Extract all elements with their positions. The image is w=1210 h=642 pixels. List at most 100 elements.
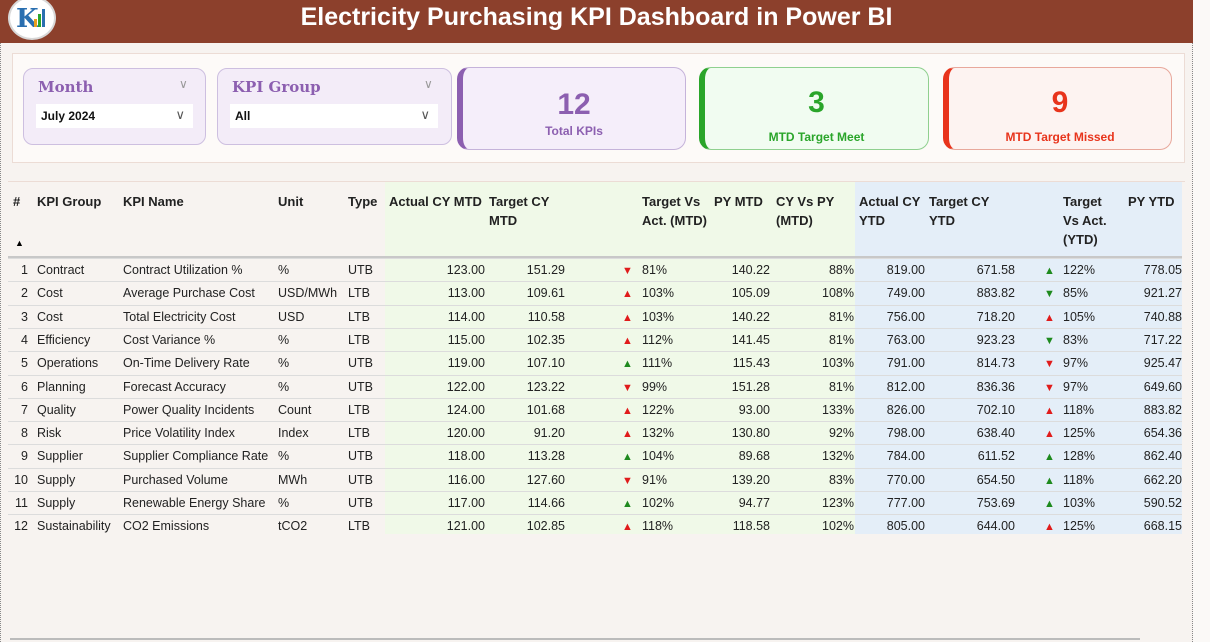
type-cell: LTB bbox=[348, 286, 370, 301]
actual-cy-mtd-cell: 120.00 bbox=[446, 426, 485, 441]
table-row[interactable]: 2 Cost Average Purchase Cost USD/MWh LTB 113.… bbox=[8, 281, 1182, 304]
py-ytd-cell: 649.60 bbox=[1143, 379, 1182, 394]
kpi-group-cell: Sustainability bbox=[37, 519, 111, 534]
month-dropdown[interactable]: July 2024 ∨ bbox=[36, 104, 193, 128]
month-slicer[interactable]: Month ∨ July 2024 ∨ bbox=[23, 68, 206, 145]
target-vs-act-mtd-cell: 91% bbox=[642, 472, 668, 487]
table-row[interactable]: 12 Sustainability CO2 Emissions tCO2 LTB 121.… bbox=[8, 514, 1182, 537]
column-header-target-vs-act-ytd[interactable]: Target Vs Act. (YTD) bbox=[1063, 194, 1107, 247]
actual-cy-mtd-cell: 114.00 bbox=[447, 309, 485, 324]
py-ytd-cell: 778.05 bbox=[1143, 263, 1182, 277]
type-cell: UTB bbox=[348, 472, 373, 487]
column-header-type[interactable]: Type bbox=[348, 194, 378, 209]
arrow-down-icon: ▼ bbox=[1044, 358, 1055, 371]
column-header-actual-cy-mtd[interactable]: Actual CY MTD bbox=[389, 194, 482, 209]
py-mtd-cell: 93.00 bbox=[738, 402, 770, 417]
target-vs-act-ytd-cell: 125% bbox=[1063, 519, 1095, 534]
target-cy-ytd-cell: 814.73 bbox=[976, 356, 1015, 371]
column-header-actual-cy-ytd[interactable]: Actual CY YTD bbox=[859, 194, 921, 228]
chevron-down-icon[interactable]: ∨ bbox=[424, 77, 433, 91]
mtd-section-background bbox=[385, 182, 855, 534]
target-cy-ytd-cell: 671.58 bbox=[976, 263, 1015, 277]
arrow-up-icon: ▲ bbox=[1044, 311, 1055, 324]
column-header-kpi-group[interactable]: KPI Group bbox=[37, 194, 102, 209]
column-header-py-ytd[interactable]: PY YTD bbox=[1128, 194, 1175, 209]
arrow-down-icon: ▼ bbox=[1044, 334, 1055, 347]
arrow-up-icon: ▲ bbox=[1044, 474, 1055, 487]
target-cy-mtd-cell: 102.35 bbox=[526, 332, 565, 347]
kpi-name-cell: Average Purchase Cost bbox=[123, 286, 255, 301]
kpi-name-cell: Supplier Compliance Rate bbox=[123, 449, 269, 464]
table-row[interactable]: 1 Contract Contract Utilization %% UTB 123.0… bbox=[8, 258, 1182, 281]
actual-cy-mtd-cell: 123.00 bbox=[446, 263, 485, 277]
py-ytd-cell: 883.82 bbox=[1143, 402, 1182, 417]
kpi-group-dropdown[interactable]: All ∨ bbox=[230, 104, 438, 128]
type-cell: UTB bbox=[348, 496, 373, 510]
table-row[interactable]: 9 Supplier Supplier Compliance Rate% UTB 118… bbox=[8, 444, 1182, 467]
column-header-target-cy-mtd[interactable]: Target CY MTD bbox=[489, 194, 550, 228]
unit-cell: MWh bbox=[278, 472, 308, 487]
type-cell: UTB bbox=[348, 263, 373, 277]
table-row[interactable]: 6 Planning Forecast Accuracy% UTB 122.00 123.… bbox=[8, 374, 1182, 398]
card-value: 12 bbox=[557, 88, 591, 121]
column-header-unit[interactable]: Unit bbox=[278, 194, 304, 209]
header-divider bbox=[8, 256, 1182, 258]
target-vs-act-ytd-cell: 122% bbox=[1063, 263, 1095, 277]
column-header-row-number[interactable]: # bbox=[13, 194, 21, 209]
actual-cy-mtd-cell: 121.00 bbox=[446, 519, 485, 534]
chevron-down-icon[interactable]: ∨ bbox=[179, 77, 188, 91]
table-row[interactable]: 4 Efficiency Cost Variance %% LTB 115.00 102.… bbox=[8, 327, 1182, 351]
table-row[interactable]: 8 Risk Price Volatility Index Index LTB 120.0… bbox=[8, 421, 1182, 444]
column-header-target-vs-act-mtd[interactable]: Target Vs Act. (MTD) bbox=[642, 194, 707, 228]
arrow-up-icon: ▲ bbox=[622, 498, 633, 510]
kpi-group-cell: Efficiency bbox=[37, 332, 91, 347]
target-vs-act-ytd-cell: 103% bbox=[1063, 496, 1095, 510]
kpi-name-cell: Purchased Volume bbox=[123, 472, 228, 487]
target-vs-act-mtd-cell: 81% bbox=[642, 263, 668, 277]
column-header-kpi-name[interactable]: KPI Name bbox=[123, 194, 184, 209]
py-ytd-cell: 921.27 bbox=[1143, 286, 1182, 301]
column-header-target-cy-ytd[interactable]: Target CY YTD bbox=[929, 194, 990, 228]
page-title: Electricity Purchasing KPI Dashboard in … bbox=[300, 3, 893, 31]
row-number-cell: 4 bbox=[21, 332, 28, 347]
target-cy-ytd-cell: 638.40 bbox=[976, 426, 1015, 441]
column-header-py-mtd[interactable]: PY MTD bbox=[714, 194, 763, 209]
table-row[interactable]: 3 Cost Total Electricity Cost USD LTB 114.00 1… bbox=[8, 304, 1182, 328]
target-vs-act-ytd-cell: 105% bbox=[1063, 309, 1095, 324]
arrow-up-icon: ▲ bbox=[1044, 498, 1055, 510]
target-vs-act-ytd-cell: 118% bbox=[1063, 472, 1095, 487]
py-mtd-cell: 94.77 bbox=[738, 496, 770, 510]
arrow-up-icon: ▲ bbox=[1044, 404, 1055, 417]
table-row[interactable]: 7 Quality Power Quality Incidents Count LTB 1… bbox=[8, 397, 1182, 421]
table-row[interactable]: 10 Supply Purchased Volume MWh UTB 116.00 127.… bbox=[8, 467, 1182, 491]
type-cell: UTB bbox=[348, 379, 373, 394]
sort-ascending-icon[interactable]: ▲ bbox=[15, 238, 24, 248]
kpi-group-cell: Cost bbox=[37, 286, 63, 301]
arrow-up-icon: ▲ bbox=[622, 288, 633, 301]
row-number-cell: 3 bbox=[21, 309, 28, 324]
actual-cy-mtd-cell: 113.00 bbox=[447, 286, 485, 301]
target-vs-act-mtd-cell: 112% bbox=[642, 332, 674, 347]
py-mtd-cell: 140.22 bbox=[731, 263, 770, 277]
unit-cell: tCO2 bbox=[278, 519, 308, 534]
target-cy-ytd-cell: 611.52 bbox=[977, 449, 1015, 464]
target-cy-ytd-cell: 883.82 bbox=[976, 286, 1015, 301]
kpi-name-cell: Total Electricity Cost bbox=[123, 309, 236, 324]
kpi-group-value: All bbox=[235, 109, 251, 123]
arrow-up-icon: ▲ bbox=[1044, 265, 1055, 277]
type-cell: LTB bbox=[348, 309, 370, 324]
row-number-cell: 6 bbox=[21, 379, 28, 394]
table-row[interactable]: 5 Operations On-Time Delivery Rate% UTB 119.… bbox=[8, 351, 1182, 374]
table-row[interactable]: 11 Supply Renewable Energy Share% UTB 117.00… bbox=[8, 491, 1182, 514]
arrow-up-icon: ▲ bbox=[622, 311, 633, 324]
arrow-down-icon: ▼ bbox=[622, 265, 633, 277]
horizontal-scrollbar[interactable] bbox=[10, 638, 1140, 640]
actual-cy-ytd-cell: 805.00 bbox=[886, 519, 925, 534]
column-header-cy-vs-py-mtd[interactable]: CY Vs PY (MTD) bbox=[776, 194, 835, 228]
target-vs-act-mtd-cell: 99% bbox=[642, 379, 668, 394]
target-cy-mtd-cell: 123.22 bbox=[526, 379, 565, 394]
actual-cy-ytd-cell: 756.00 bbox=[886, 309, 925, 324]
kpi-group-slicer[interactable]: KPI Group ∨ All ∨ bbox=[217, 68, 452, 145]
arrow-up-icon: ▲ bbox=[622, 358, 633, 371]
arrow-up-icon: ▲ bbox=[622, 334, 633, 347]
